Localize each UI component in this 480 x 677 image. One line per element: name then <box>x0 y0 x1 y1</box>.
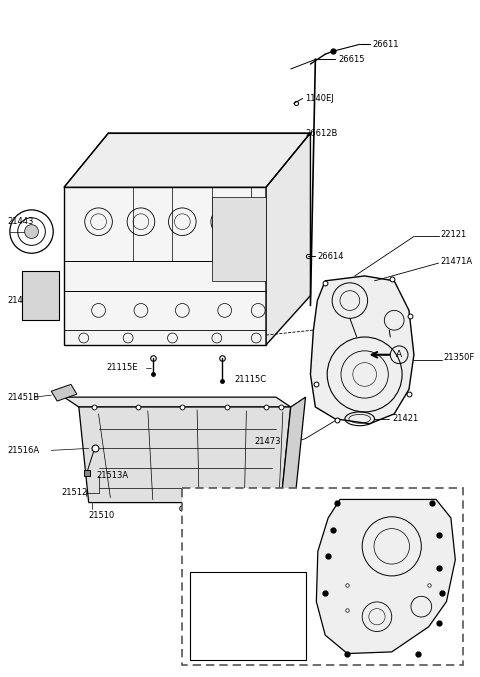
Text: VIEW: VIEW <box>192 498 225 508</box>
Text: a: a <box>450 589 455 598</box>
Text: 26611: 26611 <box>372 40 399 49</box>
Text: A: A <box>396 350 402 359</box>
Text: 26614: 26614 <box>317 252 344 261</box>
Polygon shape <box>316 500 456 653</box>
Text: a: a <box>441 495 446 504</box>
Text: 21443: 21443 <box>8 217 34 226</box>
Text: 22121: 22121 <box>441 230 467 239</box>
Text: 21473: 21473 <box>254 437 281 446</box>
Polygon shape <box>64 188 266 345</box>
Text: b: b <box>450 622 455 631</box>
Bar <box>22 271 59 320</box>
Bar <box>182 488 463 665</box>
Text: 21115C: 21115C <box>235 375 267 384</box>
Text: a: a <box>320 495 324 504</box>
Text: 21471A: 21471A <box>441 257 473 265</box>
Text: 1140GD: 1140GD <box>261 611 292 620</box>
Text: a: a <box>314 589 319 598</box>
Polygon shape <box>311 276 414 424</box>
Text: PNC: PNC <box>269 582 285 591</box>
Text: 1140EJ: 1140EJ <box>305 94 334 103</box>
Text: a: a <box>335 649 339 658</box>
Text: 21421: 21421 <box>392 414 419 423</box>
Text: SYMBOL: SYMBOL <box>204 582 235 591</box>
Text: b: b <box>314 552 319 561</box>
Circle shape <box>24 225 38 238</box>
Text: A: A <box>230 497 237 506</box>
Text: 1140ER: 1140ER <box>262 641 291 650</box>
Text: 21451B: 21451B <box>8 393 40 401</box>
Text: a: a <box>216 611 221 620</box>
Text: 21513A: 21513A <box>96 471 129 481</box>
Text: 21115E: 21115E <box>107 363 138 372</box>
Text: 21510: 21510 <box>89 511 115 520</box>
Text: b: b <box>450 530 455 539</box>
Text: b: b <box>450 564 455 573</box>
Text: 21512: 21512 <box>61 488 87 497</box>
Text: 26612B: 26612B <box>305 129 338 137</box>
Text: 26615: 26615 <box>338 55 364 64</box>
Polygon shape <box>51 385 77 401</box>
Text: a: a <box>426 651 431 660</box>
Text: b: b <box>314 525 319 534</box>
Text: 21414: 21414 <box>8 296 34 305</box>
Polygon shape <box>64 397 291 407</box>
Polygon shape <box>212 197 266 281</box>
Text: 21516A: 21516A <box>8 446 40 455</box>
Polygon shape <box>266 133 311 345</box>
Polygon shape <box>64 133 311 188</box>
Text: 21350F: 21350F <box>444 353 475 362</box>
Polygon shape <box>79 407 291 502</box>
Polygon shape <box>281 397 305 502</box>
Text: b: b <box>216 641 221 650</box>
Bar <box>190 571 305 660</box>
